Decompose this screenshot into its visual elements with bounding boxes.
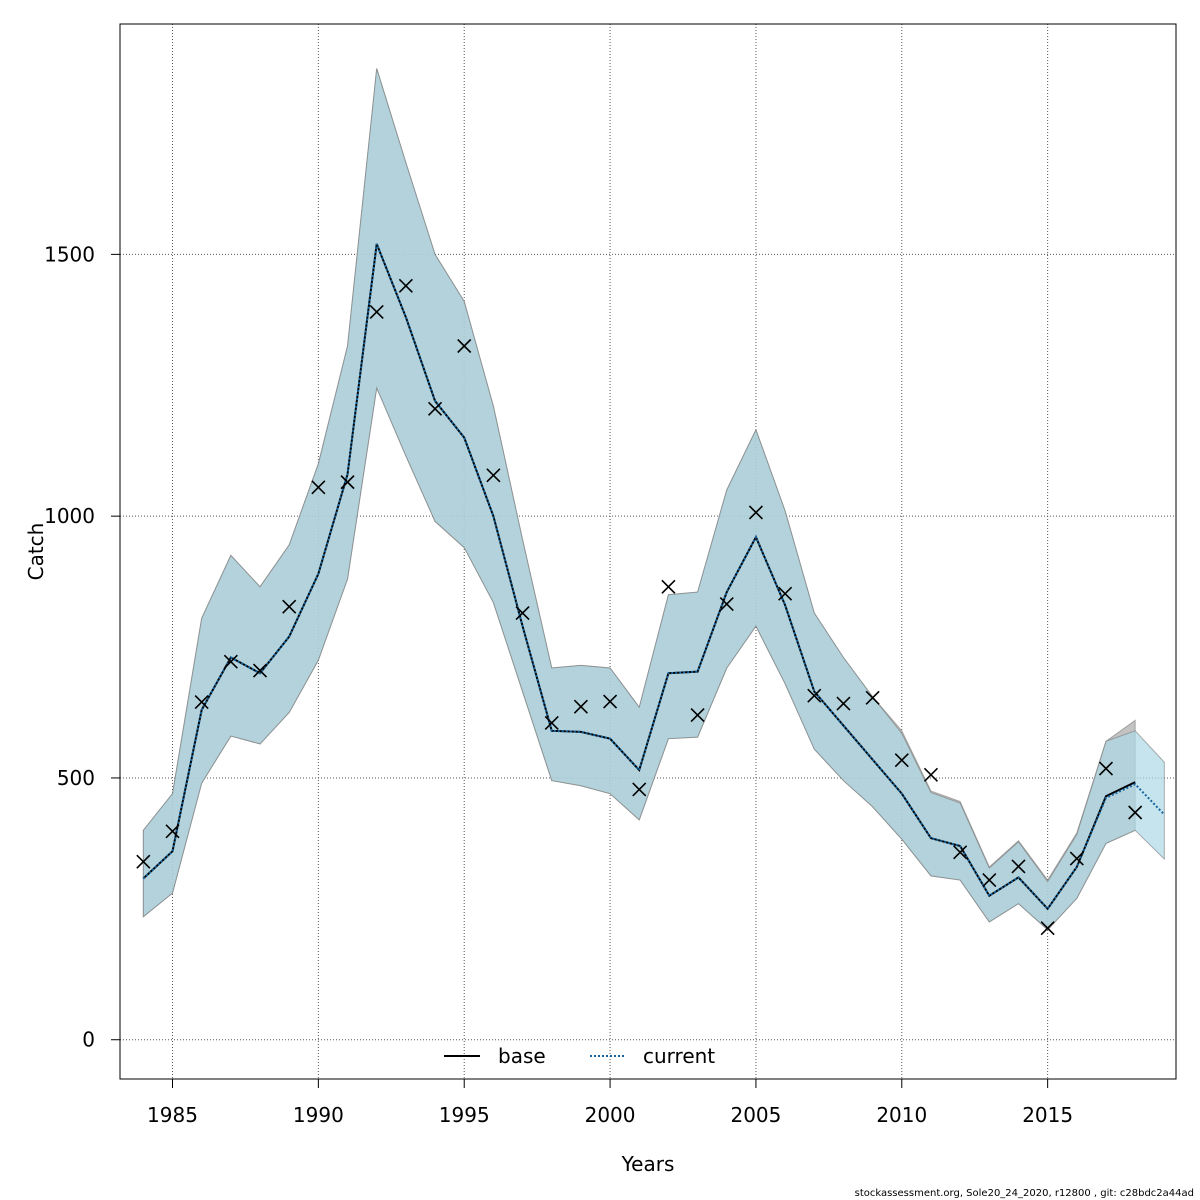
observed-point xyxy=(807,688,822,703)
y-axis: 0 500 1000 1500 xyxy=(44,242,120,1052)
x-tick-label: 1995 xyxy=(439,1103,490,1127)
line-current xyxy=(142,243,1166,911)
observed-point xyxy=(719,597,734,612)
x-tick-label: 1985 xyxy=(147,1103,198,1127)
observed-point xyxy=(369,304,384,320)
x-tick-label: 2010 xyxy=(876,1103,927,1127)
observed-point xyxy=(165,824,180,839)
legend-label-base: base xyxy=(498,1044,546,1068)
observed-point xyxy=(311,480,326,495)
observed-point xyxy=(252,663,268,678)
observed-point xyxy=(748,505,763,520)
x-axis-title: Years xyxy=(621,1152,675,1176)
x-tick-label: 2005 xyxy=(730,1103,781,1127)
observed-point xyxy=(1011,859,1026,874)
observed-point xyxy=(953,845,968,860)
legend-label-current: current xyxy=(643,1044,715,1068)
observed-point xyxy=(398,278,413,293)
observed-point xyxy=(223,654,238,669)
x-tick-label: 2015 xyxy=(1022,1103,1073,1127)
y-axis-title: Catch xyxy=(24,523,48,581)
observed-point xyxy=(865,690,880,705)
y-tick-label: 1500 xyxy=(44,242,95,266)
y-tick-label: 0 xyxy=(82,1028,95,1052)
y-tick-label: 1000 xyxy=(44,504,95,528)
legend: base current xyxy=(444,1044,715,1068)
observed-markers xyxy=(136,278,1143,936)
observed-point xyxy=(340,475,355,490)
observed-point xyxy=(544,715,559,731)
observed-point xyxy=(1098,761,1114,776)
line-base xyxy=(142,243,1136,911)
band-current xyxy=(142,68,1165,931)
observed-point xyxy=(1040,921,1055,936)
observed-point xyxy=(632,782,647,797)
observed-point xyxy=(894,753,909,768)
confidence-bands xyxy=(142,68,1165,931)
x-tick-label: 1990 xyxy=(293,1103,344,1127)
observed-point xyxy=(982,872,997,888)
observed-point xyxy=(282,599,297,614)
observed-point xyxy=(836,696,851,711)
observed-point xyxy=(923,767,939,782)
observed-point xyxy=(457,338,472,354)
observed-point xyxy=(427,401,443,416)
observed-point xyxy=(486,468,501,483)
observed-point xyxy=(661,579,676,594)
x-tick-label: 2000 xyxy=(585,1103,636,1127)
series-lines xyxy=(142,243,1166,911)
observed-point xyxy=(573,699,588,714)
observed-point xyxy=(603,694,618,709)
observed-point xyxy=(1128,805,1143,820)
x-axis: 1985 1990 1995 2000 2005 2010 2015 xyxy=(147,1079,1073,1127)
footer-credit: stockassessment.org, Sole20_24_2020, r12… xyxy=(855,1188,1194,1199)
observed-point xyxy=(515,605,530,621)
observed-point xyxy=(1069,851,1084,866)
observed-point xyxy=(778,586,793,601)
grid-lines xyxy=(120,24,1176,1079)
plot-frame xyxy=(119,23,1177,1080)
observed-point xyxy=(136,854,151,869)
observed-point xyxy=(194,694,209,710)
observed-point xyxy=(690,708,705,723)
y-tick-label: 500 xyxy=(57,766,95,790)
